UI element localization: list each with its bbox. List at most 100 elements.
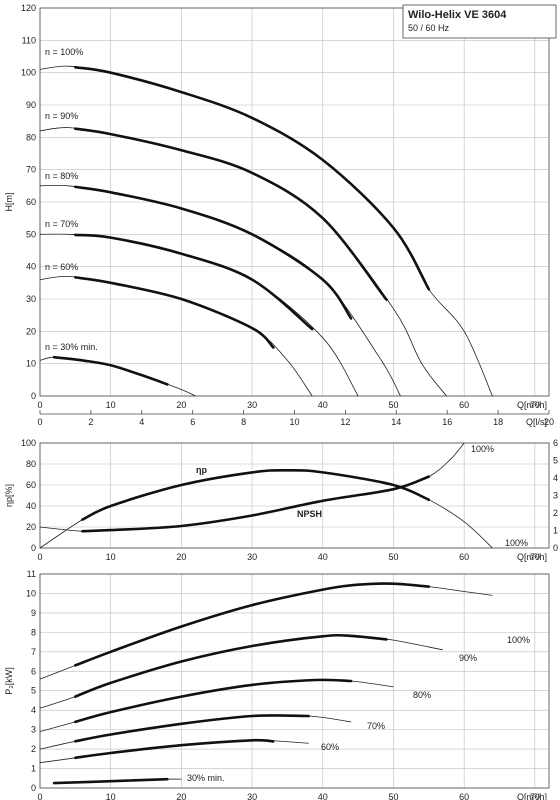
power-ytick-label: 8 (31, 627, 36, 637)
power-ytick-label: 10 (26, 588, 36, 598)
label-p-60: 60% (321, 742, 339, 752)
label-n-100: n = 100% (45, 47, 83, 57)
power-ytick-label: 0 (31, 783, 36, 793)
efficiency-ytick-label: 80 (26, 459, 36, 469)
head-xtick-label: 70 (530, 400, 540, 410)
power-series-operating-range-2 (74, 678, 353, 724)
label-eta: ηp (196, 465, 207, 475)
power-ytick-label: 4 (31, 705, 36, 715)
power-xlabel: Q[m³/h] (517, 792, 547, 800)
head-ytick-label: 20 (26, 326, 36, 336)
head-x2-tick-label: 20 (544, 417, 554, 427)
label-p-80: 80% (413, 690, 431, 700)
efficiency-xtick-label: 70 (530, 552, 540, 562)
head-series-operating-range-2 (74, 185, 353, 320)
head-series-operating-range-1 (74, 127, 388, 301)
efficiency-xtick-label: 0 (37, 552, 42, 562)
head-x2-tick-label: 2 (88, 417, 93, 427)
power-series-line-1 (39, 634, 444, 709)
efficiency-xtick-label: 20 (176, 552, 186, 562)
label-p-70: 70% (367, 721, 385, 731)
power-ylabel: P₂[kW] (4, 667, 14, 695)
efficiency-y2tick-label: 2 (553, 508, 558, 518)
head-ytick-label: 10 (26, 359, 36, 369)
head-xtick-label: 60 (459, 400, 469, 410)
label-n-30: n = 30% min. (45, 342, 98, 352)
head-ytick-label: 90 (26, 100, 36, 110)
power-xtick-label: 60 (459, 792, 469, 800)
efficiency-y2tick-label: 1 (553, 526, 558, 536)
power-xtick-label: 10 (106, 792, 116, 800)
head-ytick-label: 0 (31, 391, 36, 401)
power-xtick-label: 40 (318, 792, 328, 800)
efficiency-series-line-0 (39, 469, 493, 549)
efficiency-npsh-chart: 0 10 20 30 40 50 60 70 0 20 40 60 80 100 Q[m³/h] ηp[%] 0… (4, 438, 558, 562)
label-n-80: n = 80% (45, 171, 78, 181)
power-ytick-label: 11 (27, 569, 36, 579)
label-n-70: n = 70% (45, 219, 78, 229)
head-x2-tick-label: 16 (442, 417, 452, 427)
power-series-line-4 (39, 739, 309, 764)
power-ytick-label: 9 (31, 608, 36, 618)
efficiency-ytick-label: 100 (21, 438, 36, 448)
chart-subtitle: 50 / 60 Hz (408, 23, 450, 33)
head-ytick-label: 70 (26, 165, 36, 175)
head-xtick-label: 20 (176, 400, 186, 410)
head-xtick-label: 10 (106, 400, 116, 410)
label-eff-100-bottom: 100% (505, 538, 528, 548)
power-series-operating-range-5 (52, 777, 169, 785)
efficiency-series-operating-range-0 (81, 468, 431, 521)
efficiency-ylabel: ηp[%] (4, 484, 14, 507)
head-xtick-label: 0 (37, 400, 42, 410)
head-ytick-label: 50 (26, 229, 36, 239)
label-p-90: 90% (459, 653, 477, 663)
power-xtick-label: 30 (247, 792, 257, 800)
power-ytick-label: 6 (31, 666, 36, 676)
power-xtick-label: 0 (37, 792, 42, 800)
power-xtick-label: 70 (530, 792, 540, 800)
power-ytick-label: 5 (31, 686, 36, 696)
power-chart: 0 10 20 30 40 50 60 70 0 1 2 3 4 5 6 7 8 9 10 11 Q[m³/h] P₂[k… (4, 569, 550, 800)
power-ytick-label: 1 (31, 764, 36, 774)
efficiency-xtick-label: 10 (106, 552, 116, 562)
head-x2-tick-label: 8 (241, 417, 246, 427)
efficiency-ytick-label: 40 (26, 501, 36, 511)
power-ytick-label: 2 (31, 744, 36, 754)
power-ytick-label: 3 (31, 725, 36, 735)
efficiency-xtick-label: 40 (318, 552, 328, 562)
head-ylabel: H[m] (4, 193, 14, 212)
head-series-line-5 (39, 356, 196, 397)
head-series-line-2 (39, 184, 401, 397)
power-series-operating-range-0 (74, 582, 431, 667)
label-n-60: n = 60% (45, 262, 78, 272)
label-p-30: 30% min. (187, 773, 225, 783)
head-ytick-label: 60 (26, 197, 36, 207)
power-series-line-0 (39, 583, 493, 680)
power-series-operating-range-3 (74, 714, 310, 743)
head-x2-tick-label: 10 (289, 417, 299, 427)
head-ytick-label: 120 (21, 3, 36, 13)
efficiency-frame (39, 442, 550, 549)
power-series-operating-range-4 (74, 738, 275, 760)
head-frame (39, 7, 550, 397)
chart-title: Wilo-Helix VE 3604 (408, 9, 507, 21)
label-npsh: NPSH (297, 509, 322, 519)
head-ytick-label: 80 (26, 132, 36, 142)
head-x2-tick-label: 14 (391, 417, 401, 427)
power-frame (39, 573, 550, 789)
power-xtick-label: 50 (388, 792, 398, 800)
power-series-line-2 (39, 679, 394, 732)
power-series-operating-range-1 (74, 633, 388, 698)
efficiency-ytick-label: 20 (26, 522, 36, 532)
head-x2-tick-label: 0 (37, 417, 42, 427)
efficiency-y2tick-label: 0 (553, 543, 558, 553)
efficiency-y2tick-label: 6 (553, 438, 558, 448)
title-box (402, 4, 557, 39)
head-x2-tick-label: 12 (340, 417, 350, 427)
head-series-operating-range-3 (74, 233, 314, 331)
head-ytick-label: 100 (21, 68, 36, 78)
efficiency-y2tick-label: 5 (553, 456, 558, 466)
efficiency-ytick-label: 0 (31, 543, 36, 553)
